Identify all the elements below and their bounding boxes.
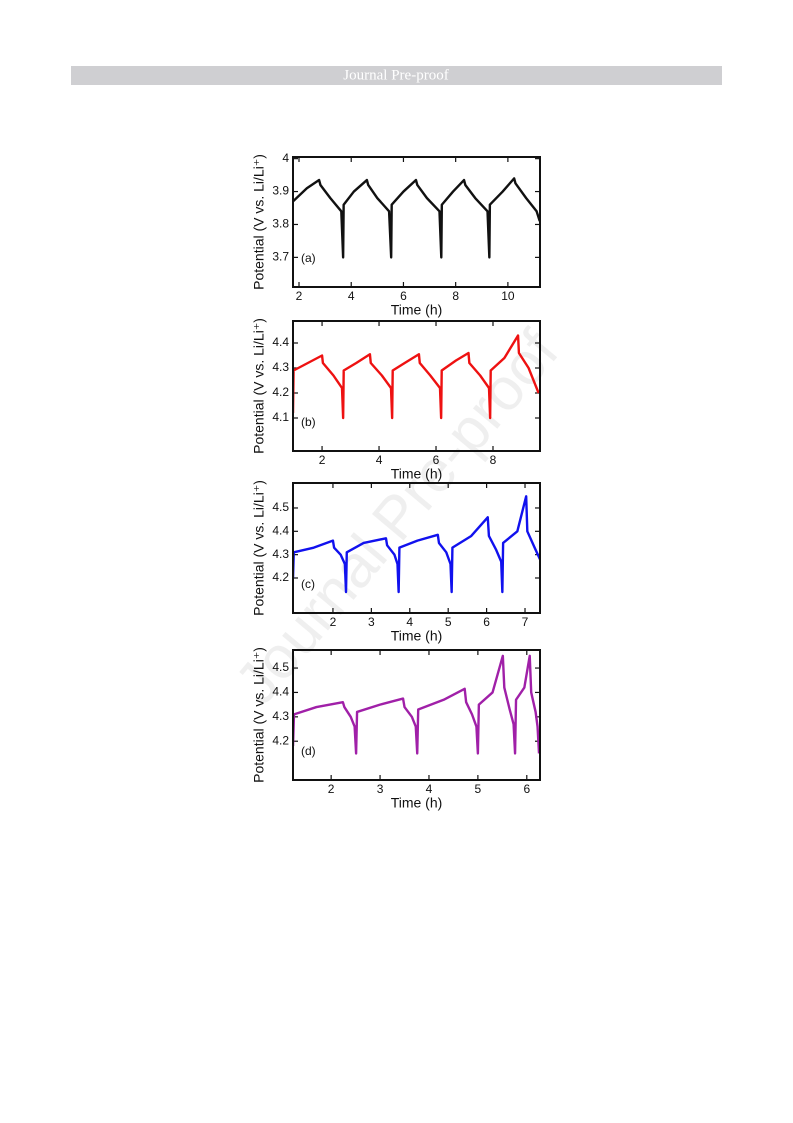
x-tick-label: 2 [328,782,335,796]
y-axis-label: Potential (V vs. Li/Li⁺) [251,154,267,290]
x-tick-label: 3 [368,615,375,629]
x-tick-label: 2 [296,289,303,303]
y-tick-label: 4.3 [272,547,289,561]
x-tick-label: 2 [330,615,337,629]
data-line [293,654,540,755]
x-tick-label: 6 [523,782,530,796]
x-tick-label: 4 [426,782,433,796]
y-tick-label: 3.8 [272,217,289,231]
panel-label: (d) [301,744,316,758]
panel-label: (b) [301,415,316,429]
x-tick-label: 5 [445,615,452,629]
y-tick-label: 4.5 [272,500,289,514]
y-axis-label: Potential (V vs. Li/Li⁺) [251,647,267,783]
x-tick-label: 4 [348,289,355,303]
x-tick-label: 6 [433,453,440,467]
plot-frame [292,320,541,452]
y-tick-label: 3.9 [272,184,289,198]
x-tick-label: 3 [377,782,384,796]
y-tick-label: 4.2 [272,733,289,747]
x-axis-label: Time (h) [391,795,443,811]
x-axis-label: Time (h) [391,628,443,644]
watermark: Journal Pre-proof [222,318,572,716]
panel-label: (c) [301,577,315,591]
x-tick-label: 5 [475,782,482,796]
y-tick-label: 4.4 [272,523,289,537]
data-line [293,495,540,594]
x-tick-label: 4 [376,453,383,467]
y-tick-label: 3.7 [272,250,289,264]
y-axis-label: Potential (V vs. Li/Li⁺) [251,318,267,454]
y-axis-label: Potential (V vs. Li/Li⁺) [251,480,267,616]
y-tick-label: 4.3 [272,360,289,374]
x-tick-label: 2 [319,453,326,467]
header-bar [71,66,722,85]
y-tick-label: 4.5 [272,660,289,674]
x-tick-label: 7 [522,615,529,629]
y-tick-label: 4 [282,151,289,165]
plot-frame [292,156,541,288]
x-tick-label: 6 [483,615,490,629]
y-tick-label: 4.4 [272,335,289,349]
x-tick-label: 6 [400,289,407,303]
x-tick-label: 8 [452,289,459,303]
x-tick-label: 8 [490,453,497,467]
x-axis-label: Time (h) [391,466,443,482]
x-tick-label: 4 [406,615,413,629]
x-axis-label: Time (h) [391,302,443,318]
plot-frame [292,649,541,781]
header: Journal Pre-proof [343,67,448,83]
y-tick-label: 4.2 [272,570,289,584]
data-line [293,177,540,259]
y-tick-label: 4.2 [272,385,289,399]
data-line [293,334,540,420]
x-tick-label: 10 [501,289,515,303]
plot-frame [292,482,541,614]
y-tick-label: 4.4 [272,685,289,699]
y-tick-label: 4.1 [272,410,289,424]
y-tick-label: 4.3 [272,709,289,723]
panel-label: (a) [301,251,316,265]
